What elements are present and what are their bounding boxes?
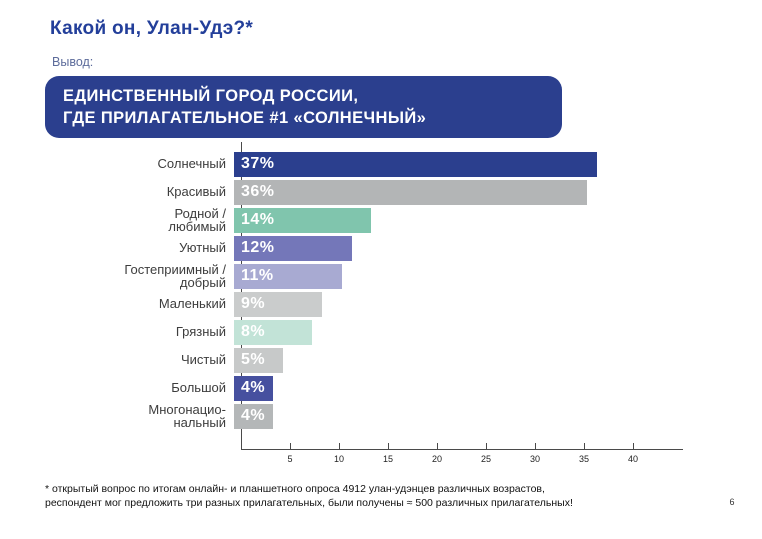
footnote-line-1: * открытый вопрос по итогам онлайн- и пл… (45, 483, 545, 495)
bar: 4% (234, 403, 274, 429)
chart-row: Красивый 36% (0, 178, 683, 206)
chart-row: Уютный 12% (0, 234, 683, 262)
chart-row: Многонацио- нальный 4% (0, 402, 683, 430)
bar-value-label: 8% (241, 323, 266, 340)
callout-line-1: ЕДИНСТВЕННЫЙ ГОРОД РОССИИ, (63, 87, 359, 105)
x-axis-tick-label: 30 (529, 454, 540, 464)
bar: 8% (234, 319, 313, 345)
page-title: Какой он, Улан-Удэ?* (50, 18, 254, 39)
bar-value-label: 11% (241, 267, 274, 284)
x-axis-tick-label: 35 (578, 454, 589, 464)
bar-value-label: 36% (241, 183, 275, 200)
bar: 14% (234, 207, 372, 233)
chart-rows: Солнечный 37% Красивый 36% Родной / любимый 1… (0, 150, 683, 430)
bar: 5% (234, 347, 283, 373)
footnote: * открытый вопрос по итогам онлайн- и пл… (45, 482, 573, 510)
category-label: Чистый (181, 352, 226, 368)
chart-row: Маленький 9% (0, 290, 683, 318)
x-axis-tick (584, 443, 585, 449)
bar-track: 14% (234, 207, 675, 233)
bar: 11% (234, 263, 342, 289)
category-label: Красивый (166, 184, 226, 200)
bar-track: 36% (234, 179, 675, 205)
page-number: 6 (729, 497, 735, 507)
bar-value-label: 37% (241, 155, 275, 172)
chart-row: Грязный 8% (0, 318, 683, 346)
chart-row: Чистый 5% (0, 346, 683, 374)
bar: 4% (234, 375, 274, 401)
category-label: Многонацио- нальный (148, 401, 226, 430)
category-label: Солнечный (157, 156, 226, 172)
category-label: Большой (171, 380, 226, 396)
bar-track: 11% (234, 263, 675, 289)
bar-track: 4% (234, 375, 675, 401)
bar: 9% (234, 291, 323, 317)
category-label: Грязный (175, 324, 226, 340)
bar-value-label: 4% (241, 407, 266, 424)
footnote-line-2: респондент мог предложить три разных при… (45, 497, 573, 509)
x-axis-tick (535, 443, 536, 449)
x-axis-tick (437, 443, 438, 449)
x-axis-tick-label: 5 (287, 454, 293, 464)
x-axis-tick-label: 25 (480, 454, 491, 464)
x-axis-tick-label: 15 (382, 454, 393, 464)
x-axis-tick (290, 443, 291, 449)
bar: 36% (234, 179, 587, 205)
chart-row: Гостеприимный / добрый 11% (0, 262, 683, 290)
x-axis-tick (339, 443, 340, 449)
bar-track: 5% (234, 347, 675, 373)
callout-line-2: ГДЕ ПРИЛАГАТЕЛЬНОЕ #1 «СОЛНЕЧНЫЙ» (63, 109, 427, 127)
bar-track: 37% (234, 151, 675, 177)
category-label: Уютный (179, 240, 226, 256)
chart-row: Родной / любимый 14% (0, 206, 683, 234)
bar-value-label: 5% (241, 351, 266, 368)
x-axis-line (241, 449, 683, 450)
bar-value-label: 14% (241, 211, 275, 228)
x-axis-tick (486, 443, 487, 449)
conclusion-label: Вывод: (52, 55, 94, 69)
x-axis-tick (633, 443, 634, 449)
category-label: Родной / любимый (168, 205, 226, 234)
callout-banner: ЕДИНСТВЕННЫЙ ГОРОД РОССИИ, ГДЕ ПРИЛАГАТЕ… (45, 76, 562, 138)
bar-value-label: 4% (241, 379, 266, 396)
bar-track: 4% (234, 403, 675, 429)
x-axis-tick (388, 443, 389, 449)
category-label: Маленький (158, 296, 226, 312)
bar-track: 9% (234, 291, 675, 317)
bar-track: 12% (234, 235, 675, 261)
chart-row: Солнечный 37% (0, 150, 683, 178)
bar-value-label: 9% (241, 295, 266, 312)
bar-track: 8% (234, 319, 675, 345)
x-axis-tick-label: 10 (333, 454, 344, 464)
x-axis-tick-label: 20 (431, 454, 442, 464)
category-label: Гостеприимный / добрый (124, 261, 226, 290)
bar: 12% (234, 235, 352, 261)
x-axis-tick-label: 40 (627, 454, 638, 464)
bar-value-label: 12% (241, 239, 275, 256)
chart-row: Большой 4% (0, 374, 683, 402)
bar: 37% (234, 151, 597, 177)
